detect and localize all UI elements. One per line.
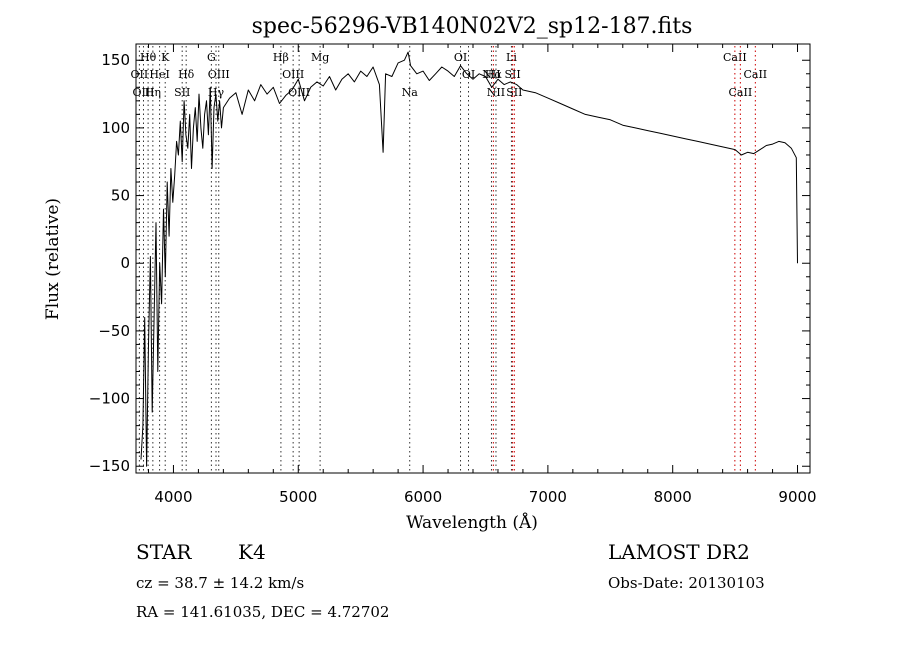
observation-date: Obs-Date: 20130103 (608, 574, 765, 592)
x-tick-label-4: 8000 (654, 488, 692, 506)
line-marker-label-15: Na (402, 86, 419, 99)
x-tick-label-0: 4000 (154, 488, 192, 506)
chart-title: spec-56296-VB140N02V2_sp12-187.fits (252, 14, 693, 39)
spectrum-series (140, 51, 798, 467)
line-marker-label-23: SII (506, 86, 522, 99)
x-axis-label: Wavelength (Å) (406, 512, 538, 533)
object-class: STAR (136, 540, 192, 564)
line-marker-label-2: OII (131, 68, 149, 81)
line-marker-label-13: OIII (288, 86, 310, 99)
y-tick-label-1: −100 (89, 390, 130, 408)
line-marker-label-26: CaII (729, 86, 753, 99)
line-marker-label-10: Hγ (208, 86, 225, 99)
line-marker-label-12: OIII (282, 68, 304, 81)
x-tick-label-2: 6000 (404, 488, 442, 506)
line-marker-label-6: Hη (145, 86, 161, 99)
y-axis-label: Flux (relative) (43, 198, 63, 320)
line-marker-label-19: Hα (485, 68, 503, 81)
axis-ticks: 4000 5000 6000 7000 8000 9000 −150 −100 −50 0 50 10… (89, 44, 817, 506)
line-marker-label-0: Hθ (140, 51, 157, 64)
line-marker-label-16: OI (454, 51, 467, 64)
line-marker-label-5: OIII (132, 86, 154, 99)
line-marker-label-11: Hβ (273, 51, 289, 64)
object-subclass: K4 (238, 540, 266, 564)
line-marker-label-20: NII (487, 86, 505, 99)
x-tick-label-3: 7000 (529, 488, 567, 506)
line-marker-label-21: Li (506, 51, 517, 64)
line-marker-label-7: SII (174, 86, 190, 99)
redshift-velocity: cz = 38.7 ± 14.2 km/s (136, 574, 305, 592)
y-tick-label-5: 100 (101, 119, 130, 137)
y-tick-label-3: 0 (120, 254, 130, 272)
line-marker-label-4: Hδ (178, 68, 195, 81)
y-tick-label-0: −150 (89, 457, 130, 475)
line-marker-label-3: HeI (149, 68, 169, 81)
line-marker-label-1: K (161, 51, 170, 64)
line-marker-label-8: G (207, 51, 216, 64)
line-marker-label-14: Mg (311, 51, 329, 64)
line-marker-label-9: OIII (208, 68, 230, 81)
x-tick-label-5: 9000 (778, 488, 816, 506)
survey-name: LAMOST DR2 (608, 540, 750, 564)
plot-frame (135, 43, 811, 474)
spectrum-line-0 (140, 51, 798, 467)
line-marker-label-22: SII (504, 68, 520, 81)
line-marker-label-25: CaII (743, 68, 767, 81)
x-tick-label-1: 5000 (279, 488, 317, 506)
coordinates: RA = 141.61035, DEC = 4.72702 (136, 603, 390, 621)
line-marker-label-24: CaII (723, 51, 747, 64)
y-tick-label-2: −50 (98, 322, 130, 340)
y-tick-label-6: 150 (101, 51, 130, 69)
y-tick-label-4: 50 (111, 187, 130, 205)
